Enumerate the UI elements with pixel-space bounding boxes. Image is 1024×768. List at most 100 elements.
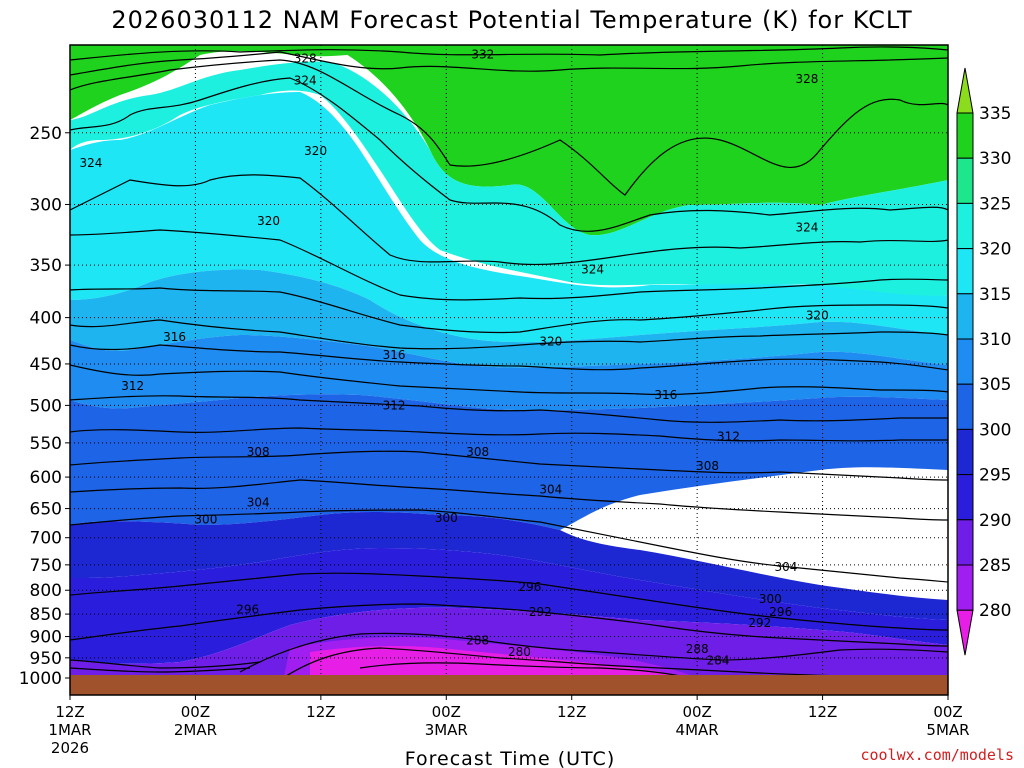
contour-label: 280	[508, 645, 531, 659]
contour-line	[239, 632, 948, 673]
contour-line	[70, 509, 948, 583]
colorbar-swatch	[956, 293, 974, 340]
y-tick-label: 1000	[19, 669, 62, 689]
contour-line	[70, 344, 948, 371]
contour-line	[70, 319, 948, 350]
contour-label: 308	[696, 459, 719, 473]
contour-line	[70, 659, 261, 669]
x-tick-year: 2026	[51, 739, 89, 757]
colorbar-label: 335	[979, 104, 1011, 124]
x-tick-label: 00Z	[682, 703, 711, 721]
y-tick-label: 850	[30, 605, 62, 625]
x-tick-date: 1MAR	[48, 721, 91, 739]
x-tick-date: 2MAR	[174, 721, 217, 739]
colorbar-label: 290	[979, 511, 1011, 531]
colorbar-top-arrow	[956, 67, 974, 114]
colorbar-label: 295	[979, 466, 1011, 486]
contour-label: 324	[79, 156, 102, 170]
contour-line	[70, 59, 948, 196]
colorbar-label: 315	[979, 285, 1011, 305]
contour-line	[70, 51, 948, 76]
contour-label: 288	[466, 633, 489, 647]
contour-line	[70, 395, 948, 423]
contour-label: 296	[236, 602, 259, 616]
contour-line	[70, 603, 948, 647]
y-tick-label: 350	[30, 256, 62, 276]
colorbar-swatch	[956, 383, 974, 430]
colorbar-label: 320	[979, 240, 1011, 260]
contour-label: 304	[775, 560, 798, 574]
y-tick-label: 900	[30, 628, 62, 648]
contour-label: 300	[194, 512, 217, 526]
band-330-east	[330, 45, 948, 236]
x-tick-label: 00Z	[181, 703, 210, 721]
band-300	[70, 511, 948, 620]
contour-label: 320	[806, 309, 829, 323]
x-tick-label: 00Z	[933, 703, 962, 721]
y-tick-label: 500	[30, 396, 62, 416]
y-tick-label: 300	[30, 195, 62, 215]
colorbar-label: 300	[979, 420, 1011, 440]
contour-label: 320	[304, 144, 327, 158]
x-tick-label: 12Z	[306, 703, 335, 721]
contour-label: 332	[471, 48, 494, 62]
contour-label: 316	[383, 348, 406, 362]
contour-line	[70, 77, 948, 232]
contour-label: 296	[518, 580, 541, 594]
contour-label: 316	[163, 330, 186, 344]
colorbar: 335 330 325 320 315 310 305 300 295 290 285 280	[956, 67, 1011, 656]
colorbar-bottom-arrow	[956, 609, 974, 656]
band-295	[70, 548, 948, 664]
contour-label: 324	[795, 220, 818, 234]
contour-label: 328	[294, 52, 317, 66]
contour-label: 292	[529, 605, 552, 619]
colorbar-swatch	[956, 112, 974, 159]
contour-label: 312	[717, 429, 740, 443]
contour-line	[70, 287, 948, 334]
contour-label: 312	[383, 398, 406, 412]
colorbar-label: 280	[979, 601, 1011, 621]
contour-labels: 332 328 328 324 320 324 320 324 324 320 316 320 316 3…	[79, 48, 828, 668]
contour-line	[70, 450, 948, 481]
y-tick-label: 950	[30, 649, 62, 669]
colorbar-label: 325	[979, 194, 1011, 214]
contour-label: 304	[247, 495, 270, 509]
contour-line	[70, 364, 948, 396]
x-tick-date: 4MAR	[676, 721, 719, 739]
colorbar-swatch	[956, 248, 974, 295]
contour-line	[70, 427, 948, 442]
contour-label: 308	[247, 445, 270, 459]
contour-line	[70, 229, 948, 301]
x-axis-label: Forecast Time (UTC)	[405, 748, 615, 768]
y-tick-label: 450	[30, 355, 62, 375]
contour-label: 300	[435, 511, 458, 525]
colorbar-swatch	[956, 157, 974, 204]
contour-label: 324	[581, 263, 604, 277]
contour-label: 328	[795, 72, 818, 86]
y-tick-label: 250	[30, 124, 62, 144]
y-tick-label: 550	[30, 434, 62, 454]
x-tick-date: 3MAR	[425, 721, 468, 739]
plot-area	[70, 45, 948, 695]
colorbar-label: 285	[979, 556, 1011, 576]
y-axis: 250 300 350 400 450 500 550 600 650 700 750 800 850 9…	[19, 124, 70, 689]
contour-label: 300	[759, 592, 782, 606]
contour-label: 312	[121, 379, 144, 393]
y-tick-label: 650	[30, 500, 62, 520]
colorbar-label: 330	[979, 149, 1011, 169]
colorbar-swatch	[956, 474, 974, 521]
contour-line	[70, 46, 948, 61]
colorbar-label: 305	[979, 375, 1011, 395]
colorbar-swatch	[956, 202, 974, 250]
ground-surface	[70, 675, 948, 695]
credit-text: coolwx.com/models	[860, 746, 1014, 764]
grid	[70, 45, 948, 695]
x-tick-label: 00Z	[432, 703, 461, 721]
contour-label: 308	[466, 445, 489, 459]
plot-frame	[69, 44, 949, 696]
contour-line	[359, 662, 681, 677]
contour-label: 284	[707, 654, 730, 668]
colorbar-swatch	[956, 338, 974, 385]
